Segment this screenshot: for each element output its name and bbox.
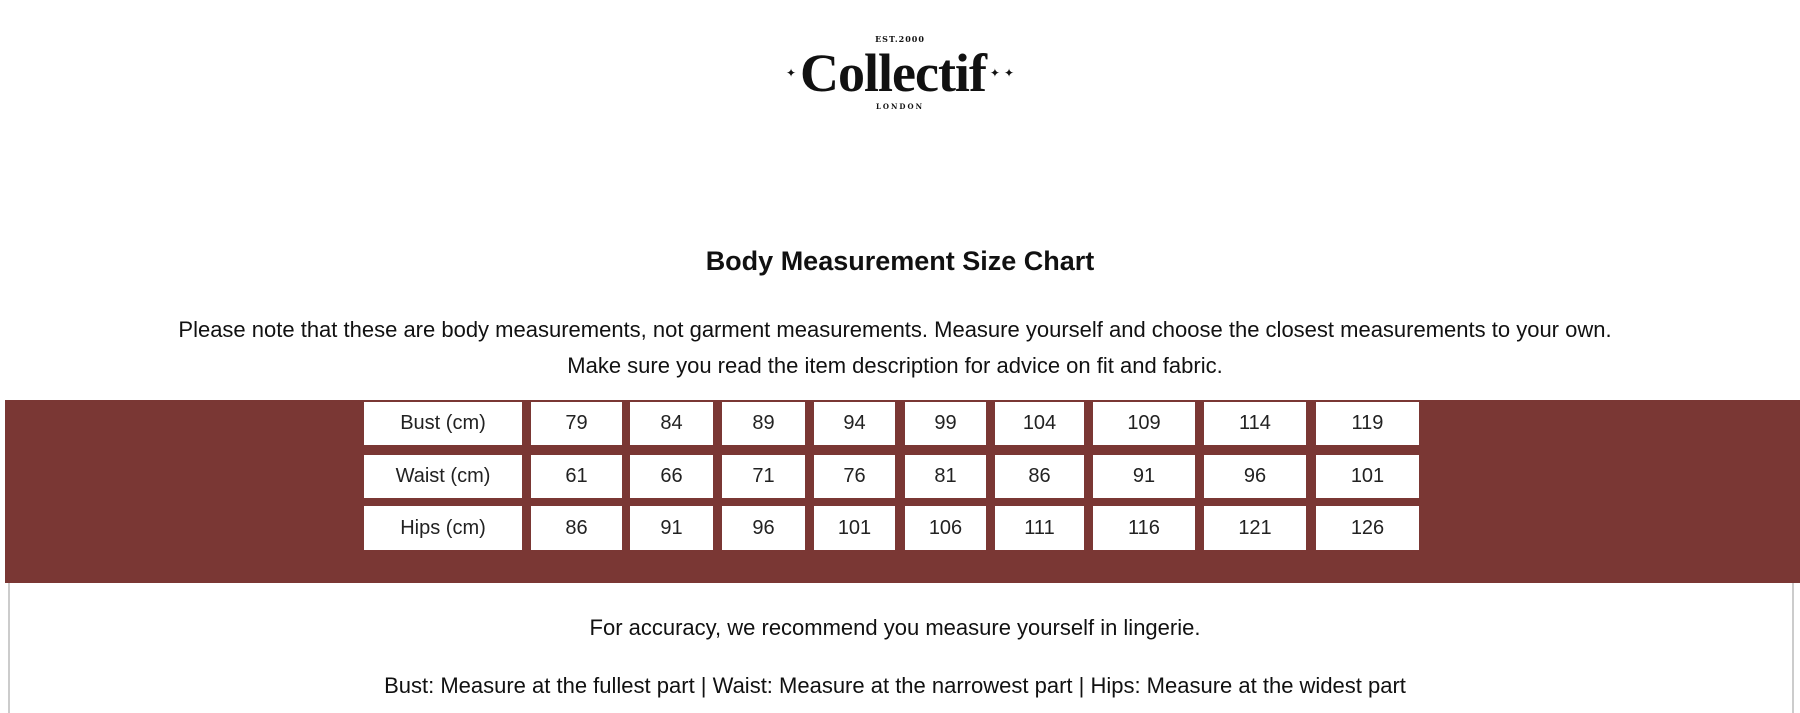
size-chart-band [5, 400, 1800, 583]
measurement-note: Please note that these are body measurem… [0, 312, 1790, 384]
bust-value-cell: 114 [1204, 402, 1306, 445]
waist-value-cell: 101 [1316, 455, 1419, 498]
hips-value-cell: 91 [630, 506, 713, 550]
brand-logo: EST.2000 ✦ Collectif ✦ ✦ LONDON [650, 34, 1150, 112]
bust-value-cell: 99 [905, 402, 986, 445]
bust-value-cell: 104 [995, 402, 1084, 445]
row-label-bust: Bust (cm) [364, 402, 522, 445]
waist-value-cell: 76 [814, 455, 895, 498]
bust-value-cell: 79 [531, 402, 622, 445]
measuring-instructions: Bust: Measure at the fullest part | Wais… [384, 673, 1406, 698]
hips-value-cell: 86 [531, 506, 622, 550]
hips-value-cell: 121 [1204, 506, 1306, 550]
note-line: Please note that these are body measurem… [178, 317, 1612, 342]
waist-value-cell: 96 [1204, 455, 1306, 498]
waist-value-cell: 91 [1093, 455, 1195, 498]
waist-value-cell: 81 [905, 455, 986, 498]
bust-value-cell: 89 [722, 402, 805, 445]
hips-value-cell: 111 [995, 506, 1084, 550]
bust-value-cell: 119 [1316, 402, 1419, 445]
sparkle-icon: ✦ [989, 66, 1000, 80]
bust-value-cell: 94 [814, 402, 895, 445]
page-title: Body Measurement Size Chart [705, 246, 1095, 276]
logo-row: ✦ Collectif ✦ ✦ [786, 44, 1014, 102]
waist-value-cell: 71 [722, 455, 805, 498]
logo-established: EST.2000 [875, 34, 925, 44]
row-label-hips: Hips (cm) [364, 506, 522, 550]
hips-value-cell: 126 [1316, 506, 1419, 550]
waist-value-cell: 66 [630, 455, 713, 498]
bust-value-cell: 84 [630, 402, 713, 445]
hips-value-cell: 101 [814, 506, 895, 550]
bust-value-cell: 109 [1093, 402, 1195, 445]
hips-value-cell: 116 [1093, 506, 1195, 550]
footer-box [8, 583, 1794, 713]
sparkle-icon: ✦ [785, 66, 797, 80]
row-label-waist: Waist (cm) [364, 455, 522, 498]
waist-value-cell: 61 [531, 455, 622, 498]
note-line: Make sure you read the item description … [567, 353, 1223, 378]
logo-city: LONDON [876, 102, 924, 111]
sparkle-icon: ✦ [1003, 66, 1015, 80]
accuracy-note: For accuracy, we recommend you measure y… [589, 615, 1201, 640]
hips-value-cell: 96 [722, 506, 805, 550]
logo-wordmark: Collectif [800, 43, 987, 103]
waist-value-cell: 86 [995, 455, 1084, 498]
hips-value-cell: 106 [905, 506, 986, 550]
